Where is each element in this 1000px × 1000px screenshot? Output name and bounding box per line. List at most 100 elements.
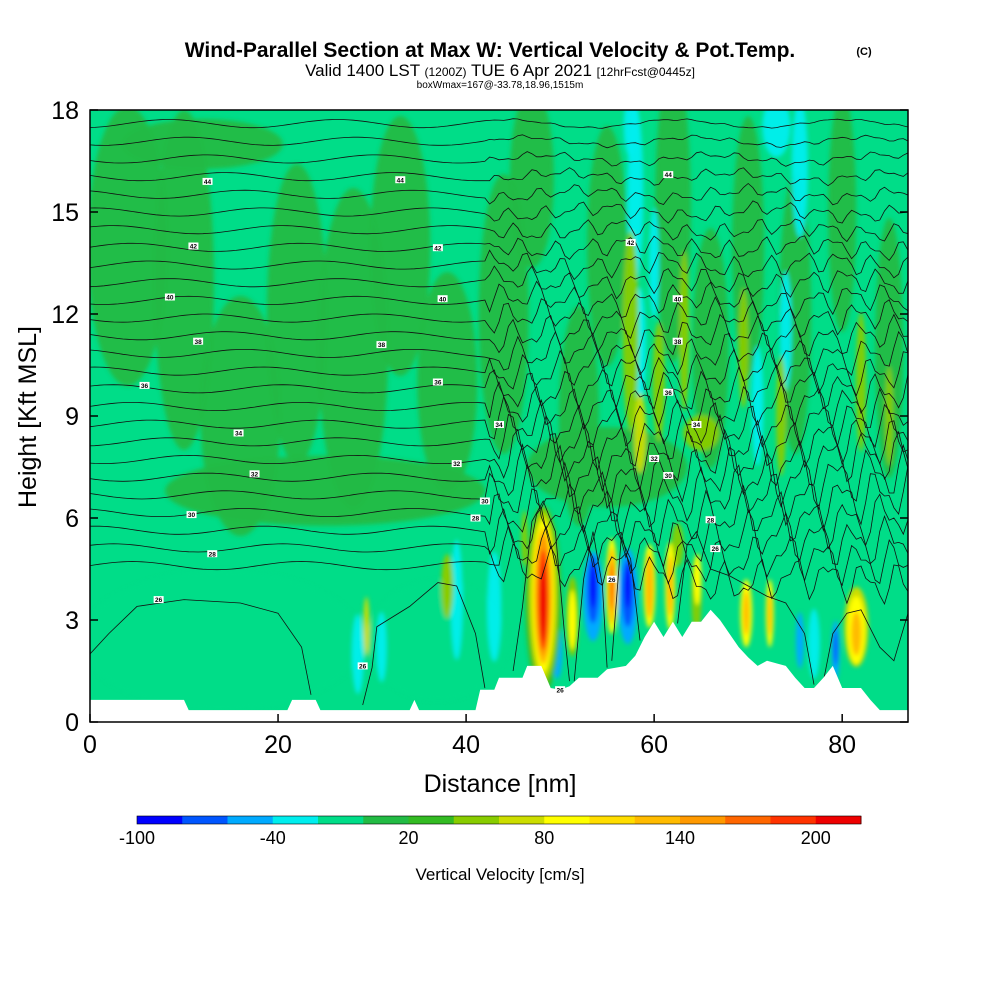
isentrope-label-bg	[672, 295, 683, 303]
velocity-cell-46	[622, 231, 639, 431]
velocity-cell-8	[509, 110, 554, 268]
velocity-cell-23	[376, 612, 387, 683]
isentrope-line-17	[90, 249, 908, 281]
low-contour-3	[573, 531, 608, 682]
colorbar-frame	[136, 815, 862, 825]
isentrope-line-16	[90, 265, 908, 300]
isentrope-label-text: 42	[190, 244, 198, 251]
chart-title: Wind-Parallel Section at Max W: Vertical…	[185, 39, 796, 62]
isentrope-label-bg	[663, 388, 674, 396]
isentrope-label-11: 38	[672, 337, 683, 346]
isentrope-label-19: 32	[451, 460, 462, 468]
colorbar-swatch-2	[227, 816, 274, 824]
isentrope-label-text: 44	[665, 172, 673, 179]
valid-time: Valid 1400 LST	[305, 61, 420, 80]
isentrope-label-text: 30	[481, 499, 489, 506]
isentrope-line-22	[90, 167, 908, 187]
velocity-cell-85	[521, 510, 528, 567]
colorbar-swatch-5	[363, 816, 409, 824]
isentrope-label-text: 26	[155, 597, 163, 604]
colorbar-swatch-13	[725, 816, 771, 824]
colorbar-swatch-6	[408, 816, 455, 824]
colorbar-swatch-9	[544, 816, 590, 824]
velocity-cell-32	[762, 110, 791, 157]
colorbar-tick-label-5: 200	[801, 828, 831, 848]
isentrope-label-26: 28	[705, 516, 716, 524]
isentrope-label-30: 26	[606, 575, 617, 584]
velocity-cell-83	[363, 596, 370, 657]
x-axis: 0 20 40 60 80	[83, 714, 856, 759]
isentrope-label-text: 32	[651, 456, 659, 463]
isentrope-label-text: 28	[472, 516, 480, 523]
velocity-cell-3	[266, 164, 327, 464]
isentrope-label-bg	[710, 545, 721, 553]
isentrope-label-bg	[672, 337, 683, 345]
colorbar-tick-label-2: 20	[398, 828, 418, 848]
velocity-cell-49	[679, 251, 690, 411]
isentrope-label-bg	[186, 511, 197, 519]
colorbar: -100 -40 20 80 140 200	[119, 815, 862, 848]
colorbar-tick-label-4: 140	[665, 828, 695, 848]
isentrope-label-text: 26	[712, 546, 720, 553]
velocity-cell-54	[885, 366, 894, 466]
velocity-cell-51	[738, 288, 749, 408]
low-contour-2	[512, 500, 570, 682]
isentrope-label-20: 32	[649, 455, 660, 463]
isentrope-label-21: 30	[186, 511, 197, 519]
isentrope-labels: 44 44 44 42 42 42 40 40 40 38 38 38 36 36 36 34 34 34 32 32…	[139, 171, 721, 694]
chart-subtitle: Valid 1400 LST (1200Z) TUE 6 Apr 2021 [1…	[305, 61, 695, 80]
isentrope-label-bg	[153, 596, 164, 604]
terrain-mask	[90, 609, 908, 722]
colorbar-swatch-4	[318, 816, 364, 824]
isentrope-label-16: 34	[494, 421, 504, 429]
isentrope-line-19	[90, 218, 908, 243]
isentrope-label-text: 34	[693, 422, 701, 429]
isentrope-label-17: 34	[691, 421, 702, 429]
isentrope-label-2: 44	[663, 171, 674, 179]
velocity-cell-69	[609, 562, 614, 610]
velocity-cell-5	[370, 116, 431, 376]
colorbar-tick-label-0: -100	[119, 828, 155, 848]
velocity-cell-38	[590, 564, 597, 608]
isentrope-label-text: 32	[453, 461, 461, 468]
isentrope-label-text: 44	[204, 179, 212, 186]
isentrope-line-7	[90, 412, 908, 471]
isentrope-label-text: 44	[397, 177, 405, 184]
isentrope-label-4: 42	[432, 244, 443, 252]
isentrope-label-text: 38	[195, 339, 203, 346]
isentrope-label-bg	[376, 341, 387, 349]
velocity-cell-45	[795, 612, 804, 669]
isentrope-label-7: 40	[437, 295, 448, 303]
isentrope-label-text: 38	[674, 339, 682, 346]
isentrope-line-1	[90, 524, 908, 587]
isentrope-label-text: 34	[235, 431, 243, 438]
isentrope-line-21	[90, 182, 908, 206]
velocity-cell-20	[90, 570, 362, 711]
x-tick-label-1: 20	[264, 731, 292, 759]
x-tick-label-2: 40	[452, 731, 480, 759]
velocity-cell-19	[122, 119, 283, 169]
isentrope-label-14: 36	[663, 388, 674, 397]
low-contour-4	[611, 536, 641, 661]
isentrope-label-bg	[202, 177, 213, 185]
isentrope-label-29: 26	[357, 662, 368, 671]
velocity-cell-48	[652, 322, 665, 442]
isentrope-line-4	[90, 461, 908, 533]
isentrope-label-text: 36	[434, 380, 442, 387]
low-contour-1	[362, 582, 486, 706]
isentrope-label-text: 40	[166, 295, 174, 302]
isentrope-label-18: 32	[249, 470, 260, 478]
y-tick-label-4: 12	[51, 301, 79, 329]
isentrope-label-1: 44	[395, 176, 406, 184]
isentrope-label-bg	[705, 516, 716, 524]
isentrope-label-8: 40	[672, 295, 683, 303]
velocity-cell-82	[851, 611, 862, 656]
isentrope-label-13: 36	[432, 378, 443, 387]
y-tick-label-6: 18	[51, 97, 79, 125]
isentrope-line-8	[90, 395, 908, 448]
isentrope-line-23	[90, 151, 908, 167]
x-tick-label-4: 80	[828, 731, 856, 759]
isentrope-label-text: 28	[707, 517, 715, 524]
y-tick-label-0: 0	[65, 709, 79, 737]
velocity-cell-71	[645, 554, 654, 618]
